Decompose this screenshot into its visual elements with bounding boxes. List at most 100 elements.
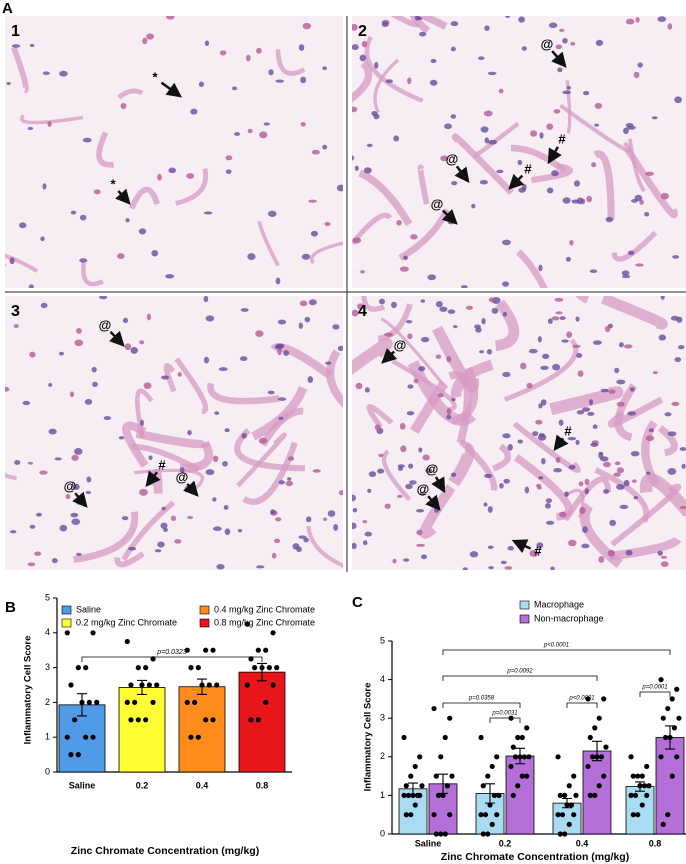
legend-label: 0.4 mg/kg Zinc Chromate <box>214 604 315 614</box>
nucleus <box>322 66 327 71</box>
significance-bracket <box>442 702 521 708</box>
nucleus <box>559 511 567 518</box>
nucleus <box>566 331 573 338</box>
nucleus <box>614 367 620 374</box>
nucleus <box>660 296 665 300</box>
nucleus <box>565 256 571 262</box>
data-point <box>274 665 280 671</box>
nucleus <box>502 433 511 439</box>
nucleus <box>633 495 638 500</box>
data-point <box>526 754 532 760</box>
nucleus <box>520 362 527 370</box>
nucleus <box>352 542 357 550</box>
nucleus <box>225 169 232 174</box>
data-point <box>449 773 455 779</box>
nucleus <box>553 108 561 114</box>
nucleus <box>629 387 635 392</box>
annotation: @ <box>176 469 189 484</box>
nucleus <box>540 399 547 406</box>
image-number: 1 <box>11 23 20 40</box>
nucleus <box>435 354 442 359</box>
nucleus <box>139 340 145 345</box>
nucleus <box>623 479 630 487</box>
legend-swatch <box>61 618 72 628</box>
nucleus <box>540 365 549 371</box>
nucleus <box>214 411 220 415</box>
nucleus <box>619 504 629 509</box>
nucleus <box>42 71 50 75</box>
nucleus <box>267 210 277 217</box>
data-point <box>630 773 636 779</box>
nucleus <box>639 199 644 205</box>
nucleus <box>302 22 312 30</box>
legend-label: Macrophage <box>534 599 584 609</box>
nucleus <box>499 482 504 489</box>
nucleus <box>307 376 314 383</box>
nucleus <box>605 216 614 223</box>
data-point <box>143 665 149 671</box>
nucleus <box>648 428 654 433</box>
data-point <box>571 773 577 779</box>
nucleus <box>618 342 624 348</box>
nucleus <box>84 398 93 405</box>
nucleus <box>609 519 617 527</box>
nucleus <box>287 477 292 481</box>
data-point <box>90 630 96 636</box>
nucleus <box>407 333 413 340</box>
nucleus <box>277 397 287 401</box>
nucleus <box>488 566 494 570</box>
nucleus <box>82 137 92 143</box>
data-point <box>555 812 561 818</box>
nucleus <box>34 551 42 556</box>
bar <box>505 755 535 835</box>
nucleus <box>381 21 389 28</box>
nucleus <box>637 62 643 68</box>
nucleus <box>462 567 468 570</box>
nucleus <box>154 549 162 553</box>
nucleus <box>203 211 213 215</box>
nucleus <box>546 187 554 194</box>
x-tick-label: Saline <box>415 838 442 848</box>
nucleus <box>604 325 611 333</box>
tissue-strand <box>131 443 200 473</box>
data-point <box>637 783 643 789</box>
data-point <box>143 717 149 723</box>
x-tick-label: 0.8 <box>256 780 269 790</box>
nucleus <box>475 327 482 333</box>
nucleus <box>555 44 563 50</box>
data-point <box>564 802 570 808</box>
nucleus <box>657 16 667 22</box>
annotation: * <box>110 176 116 191</box>
nucleus <box>212 497 217 502</box>
nucleus <box>536 542 544 549</box>
nucleus <box>501 239 511 246</box>
nucleus <box>480 126 489 133</box>
data-point <box>195 734 201 740</box>
data-point <box>478 812 484 818</box>
x-tick-label: 0.2 <box>136 780 149 790</box>
nucleus <box>93 189 101 195</box>
tissue <box>352 16 686 288</box>
nucleus <box>564 491 569 497</box>
tissue-strand <box>510 144 567 174</box>
nucleus <box>247 128 253 134</box>
nucleus <box>570 41 576 46</box>
nucleus <box>446 408 452 415</box>
nucleus <box>219 50 227 56</box>
data-point <box>150 699 156 706</box>
data-point <box>628 792 634 799</box>
data-point <box>557 792 563 799</box>
nucleus <box>275 517 282 522</box>
tissue-strand <box>381 449 412 502</box>
data-point <box>644 763 650 770</box>
nucleus <box>627 250 635 256</box>
legend-label: Non-macrophage <box>534 613 604 623</box>
nucleus <box>36 512 42 517</box>
data-point <box>555 754 561 760</box>
nucleus <box>166 16 175 20</box>
data-point <box>248 717 254 723</box>
nucleus <box>256 565 265 569</box>
tissue-strand <box>432 325 480 393</box>
panel-label: A <box>2 0 13 17</box>
data-point <box>438 754 444 760</box>
